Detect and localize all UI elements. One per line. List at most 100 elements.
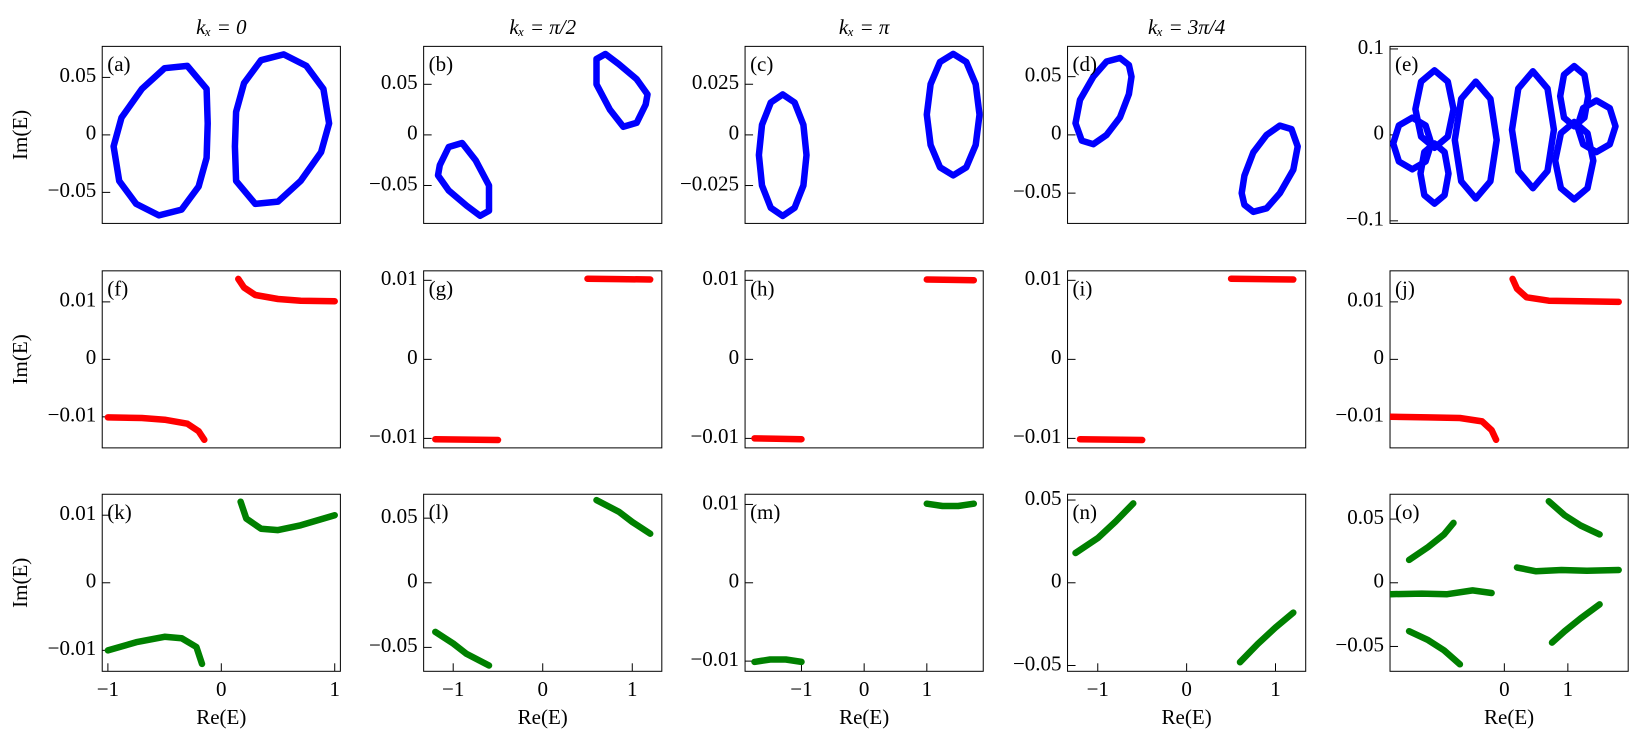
curve xyxy=(923,500,978,510)
curve xyxy=(1076,435,1146,444)
panel-label: (i) xyxy=(1073,277,1093,301)
y-tick-label: 0.01 xyxy=(59,288,96,312)
column-title: kₓ = π xyxy=(839,15,890,39)
curve xyxy=(1508,68,1558,192)
x-tick-label: −1 xyxy=(442,677,464,701)
y-tick-label: −0.05 xyxy=(369,633,418,657)
curve xyxy=(1556,62,1592,130)
curve xyxy=(1227,275,1297,283)
panel-label: (d) xyxy=(1073,52,1098,76)
y-tick-label: 0 xyxy=(1374,569,1385,593)
panel: −0.05 0 0.05 0 1 (o) Re(E) xyxy=(1335,493,1629,729)
plot-area xyxy=(1072,500,1297,666)
y-tick-label: 0 xyxy=(407,121,418,145)
panel-frame xyxy=(1389,270,1629,449)
panel-label: (f) xyxy=(107,277,128,301)
x-tick-label: 1 xyxy=(922,677,933,701)
x-axis-label: Re(E) xyxy=(196,705,246,729)
y-tick-label: −0.01 xyxy=(1013,424,1062,448)
panel: −0.01 0 0.01 (i) xyxy=(1013,266,1307,449)
curve xyxy=(751,435,805,443)
plot-area xyxy=(755,50,983,220)
x-tick-label: 0 xyxy=(859,677,870,701)
y-tick-label: 0.01 xyxy=(702,266,739,290)
curve xyxy=(1451,78,1500,202)
panel-frame xyxy=(744,493,984,672)
curve xyxy=(1513,564,1622,575)
x-axis-label: Re(E) xyxy=(518,705,568,729)
panel-label: (h) xyxy=(750,277,775,301)
x-tick-label: 0 xyxy=(216,677,227,701)
y-tick-label: 0 xyxy=(1374,345,1385,369)
x-axis-label: Re(E) xyxy=(1162,705,1212,729)
panel: −0.025 0 0.025 (c) kₓ = π xyxy=(680,15,984,224)
y-tick-label: 0 xyxy=(407,345,418,369)
panel-label: (g) xyxy=(429,277,454,301)
plot-area xyxy=(1072,54,1301,216)
curve xyxy=(1405,519,1457,564)
curve xyxy=(1412,67,1457,152)
x-tick-label: −1 xyxy=(97,677,119,701)
y-tick-label: −0.05 xyxy=(1013,651,1062,675)
curve xyxy=(231,51,333,208)
curve xyxy=(1551,118,1597,203)
y-tick-label: 0 xyxy=(729,121,740,145)
y-tick-label: −0.05 xyxy=(48,178,97,202)
panel-frame xyxy=(1067,493,1307,672)
panel: −0.01 0 0.01 (h) xyxy=(690,266,984,449)
y-axis-label: Im(E) xyxy=(8,334,32,384)
y-tick-label: 0 xyxy=(1374,121,1385,145)
panel: −0.05 0 0.05 (b) kₓ = π/2 xyxy=(369,15,663,224)
plot-area xyxy=(432,496,654,669)
y-tick-label: −0.05 xyxy=(369,171,418,195)
curve xyxy=(593,496,654,537)
x-tick-label: 1 xyxy=(1563,677,1574,701)
curve xyxy=(1545,498,1603,538)
column-title: kₓ = π/2 xyxy=(509,15,576,39)
x-tick-label: 1 xyxy=(627,677,638,701)
panel-label: (k) xyxy=(107,500,132,524)
plot-area xyxy=(432,275,654,444)
y-tick-label: 0 xyxy=(1051,569,1062,593)
panel: −0.01 0 0.01 −1 0 1 (k) Im(E) Re(E) xyxy=(8,493,341,729)
y-tick-label: −0.01 xyxy=(48,636,97,660)
curve xyxy=(755,91,810,220)
plot-area xyxy=(1390,62,1619,207)
panel-label: (n) xyxy=(1073,500,1098,524)
y-tick-label: −0.1 xyxy=(1346,207,1384,231)
x-tick-label: 0 xyxy=(1499,677,1510,701)
x-tick-label: 0 xyxy=(537,677,548,701)
y-tick-label: 0 xyxy=(729,569,740,593)
y-tick-label: −0.01 xyxy=(369,424,418,448)
curve xyxy=(1390,587,1495,598)
y-tick-label: −0.01 xyxy=(690,647,739,671)
curve xyxy=(432,435,502,444)
y-tick-label: 0.05 xyxy=(1025,62,1062,86)
y-tick-label: 0.01 xyxy=(1025,266,1062,290)
curve xyxy=(1405,627,1464,668)
panel-frame xyxy=(423,270,663,449)
panel: −0.05 0 0.05 −1 0 1 (l) Re(E) xyxy=(369,493,663,729)
curve xyxy=(1548,601,1603,646)
panel-frame xyxy=(101,45,341,224)
x-tick-label: −1 xyxy=(1087,677,1109,701)
y-tick-label: 0.05 xyxy=(381,504,418,528)
curve xyxy=(432,628,493,669)
y-tick-label: 0 xyxy=(407,569,418,593)
y-tick-label: −0.05 xyxy=(1013,179,1062,203)
panel: −0.05 0 0.05 (a) kₓ = 0 Im(E) xyxy=(8,15,341,224)
panel-frame xyxy=(744,45,984,224)
y-tick-label: 0 xyxy=(86,345,97,369)
y-tick-label: 0.025 xyxy=(692,70,739,94)
curve xyxy=(584,275,654,283)
y-tick-label: 0.05 xyxy=(59,63,96,87)
y-tick-label: 0 xyxy=(1051,345,1062,369)
curve xyxy=(1238,122,1301,216)
plot-area xyxy=(1390,498,1622,668)
y-axis-label: Im(E) xyxy=(8,110,32,160)
panel-label: (e) xyxy=(1395,52,1418,76)
curve xyxy=(751,656,805,666)
y-tick-label: 0 xyxy=(1051,121,1062,145)
panel-frame xyxy=(101,270,341,449)
